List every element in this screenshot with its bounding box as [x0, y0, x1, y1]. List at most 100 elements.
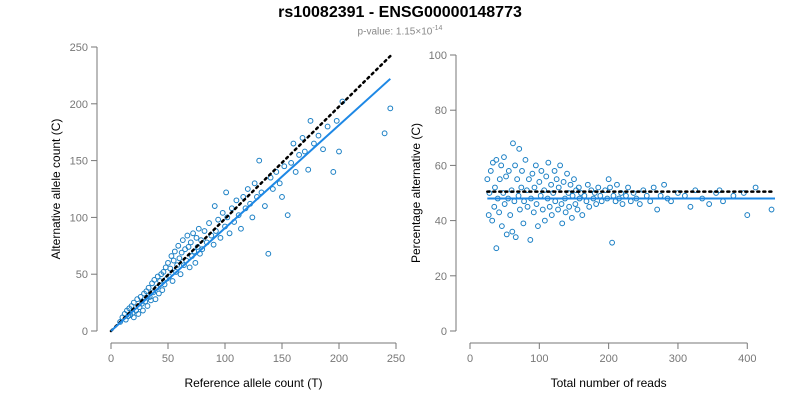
data-point — [279, 194, 285, 200]
data-point — [228, 205, 235, 212]
data-point — [531, 184, 538, 191]
data-point — [509, 228, 516, 235]
data-point — [311, 140, 317, 147]
data-point — [526, 176, 532, 183]
data-point — [195, 225, 202, 232]
data-point — [168, 253, 175, 259]
data-point — [636, 201, 643, 207]
data-point — [281, 163, 288, 170]
data-point — [720, 198, 726, 205]
data-point — [173, 269, 179, 275]
data-point — [307, 117, 314, 124]
data-point — [614, 181, 620, 188]
data-point — [552, 198, 559, 205]
y-tick-label: 50 — [76, 269, 88, 281]
data-point — [336, 148, 342, 155]
data-point — [190, 230, 196, 237]
data-point — [692, 187, 699, 194]
y-tick-label: 100 — [70, 212, 88, 224]
data-point — [533, 201, 540, 207]
data-point — [165, 259, 171, 266]
data-point — [558, 201, 565, 207]
data-point — [199, 246, 206, 253]
data-point — [489, 217, 496, 224]
data-point — [523, 187, 530, 194]
data-point — [219, 209, 226, 216]
data-point — [583, 198, 590, 205]
data-point — [557, 162, 564, 169]
figure-title: rs10082391 - ENSG00000148773 — [278, 4, 522, 21]
data-point — [155, 290, 162, 297]
data-point — [498, 162, 505, 169]
data-point — [538, 168, 545, 174]
data-point — [299, 134, 306, 141]
data-point — [605, 176, 612, 183]
data-point — [145, 284, 152, 291]
data-point — [505, 168, 512, 174]
y-tick-label: 60 — [435, 160, 447, 172]
x-tick-label: 50 — [162, 353, 174, 365]
data-point — [487, 168, 494, 174]
data-point — [496, 176, 503, 183]
data-point — [668, 198, 674, 205]
data-point — [160, 269, 167, 275]
data-point — [489, 159, 496, 166]
data-point — [178, 249, 185, 256]
data-point — [610, 192, 617, 199]
data-point — [144, 303, 151, 309]
data-point — [572, 201, 579, 207]
y-tick-label: 80 — [435, 105, 447, 117]
x-tick-label: 150 — [273, 353, 291, 365]
data-point — [276, 180, 283, 187]
data-point — [716, 187, 723, 194]
data-point — [512, 234, 519, 241]
x-axis-title: Total number of reads — [551, 376, 667, 390]
data-point — [135, 311, 142, 317]
data-point — [516, 145, 523, 152]
p-value-text: p-value: 1.15×10 — [357, 26, 433, 38]
data-point — [192, 259, 199, 266]
data-point — [330, 169, 337, 175]
data-point — [179, 237, 186, 244]
data-point — [517, 206, 523, 213]
data-point — [581, 192, 588, 199]
data-point — [607, 184, 613, 191]
data-point — [619, 201, 626, 207]
data-point — [292, 169, 299, 175]
data-point — [650, 184, 657, 191]
data-point — [496, 209, 503, 216]
data-point — [185, 244, 192, 250]
y-tick-label: 0 — [441, 326, 447, 338]
y-axis-title: Alternative allele count (C) — [49, 119, 63, 260]
data-point — [511, 198, 518, 205]
data-point — [578, 190, 584, 196]
data-point — [333, 117, 340, 124]
data-point — [654, 206, 661, 213]
x-tick-label: 100 — [216, 353, 234, 365]
data-point — [223, 189, 230, 196]
data-point — [249, 214, 256, 221]
data-point — [574, 206, 581, 213]
data-point — [181, 262, 187, 269]
data-point — [140, 307, 146, 314]
data-point — [206, 220, 212, 226]
data-point — [584, 181, 591, 188]
data-point — [503, 231, 510, 238]
data-point — [593, 201, 600, 207]
x-tick-label: 0 — [108, 353, 114, 365]
data-point — [740, 190, 747, 196]
data-point — [598, 198, 605, 205]
x-tick-label: 400 — [738, 353, 756, 365]
data-point — [627, 198, 634, 205]
data-point — [159, 287, 166, 294]
data-point — [537, 192, 544, 199]
data-point — [553, 176, 560, 183]
y-tick-label: 20 — [435, 271, 447, 283]
data-point — [530, 209, 537, 216]
data-point — [559, 220, 566, 227]
data-point — [515, 192, 522, 199]
data-point — [548, 212, 555, 218]
data-point — [130, 314, 137, 321]
